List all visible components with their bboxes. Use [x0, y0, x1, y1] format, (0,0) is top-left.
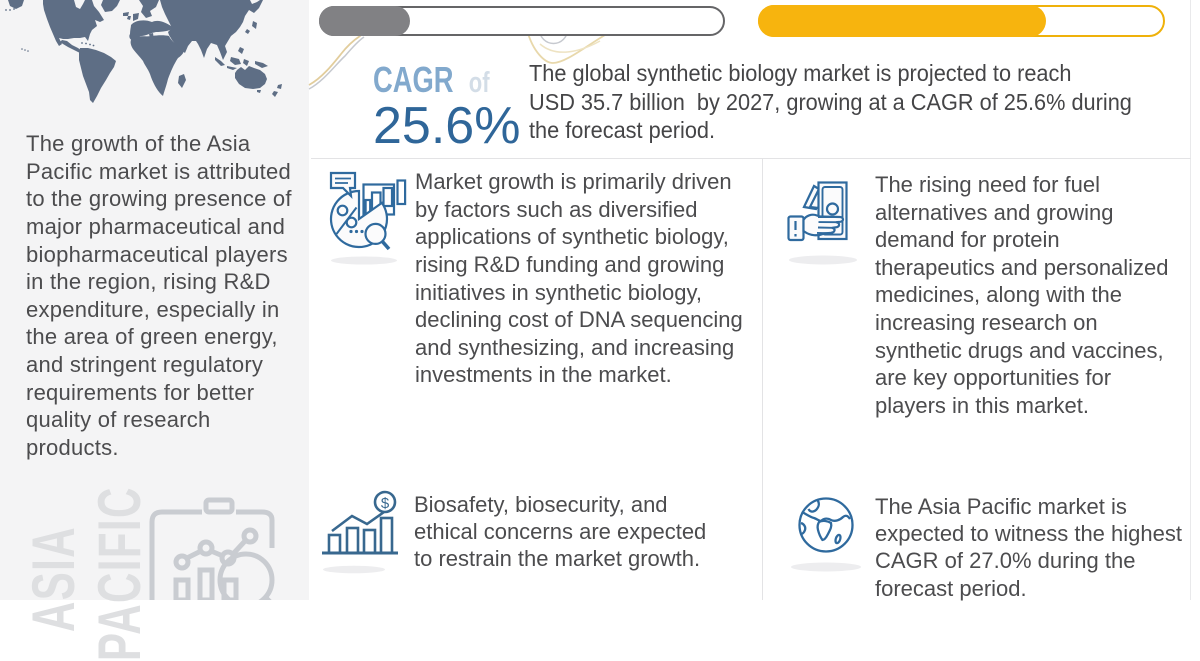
svg-text:$: $ — [381, 495, 390, 512]
